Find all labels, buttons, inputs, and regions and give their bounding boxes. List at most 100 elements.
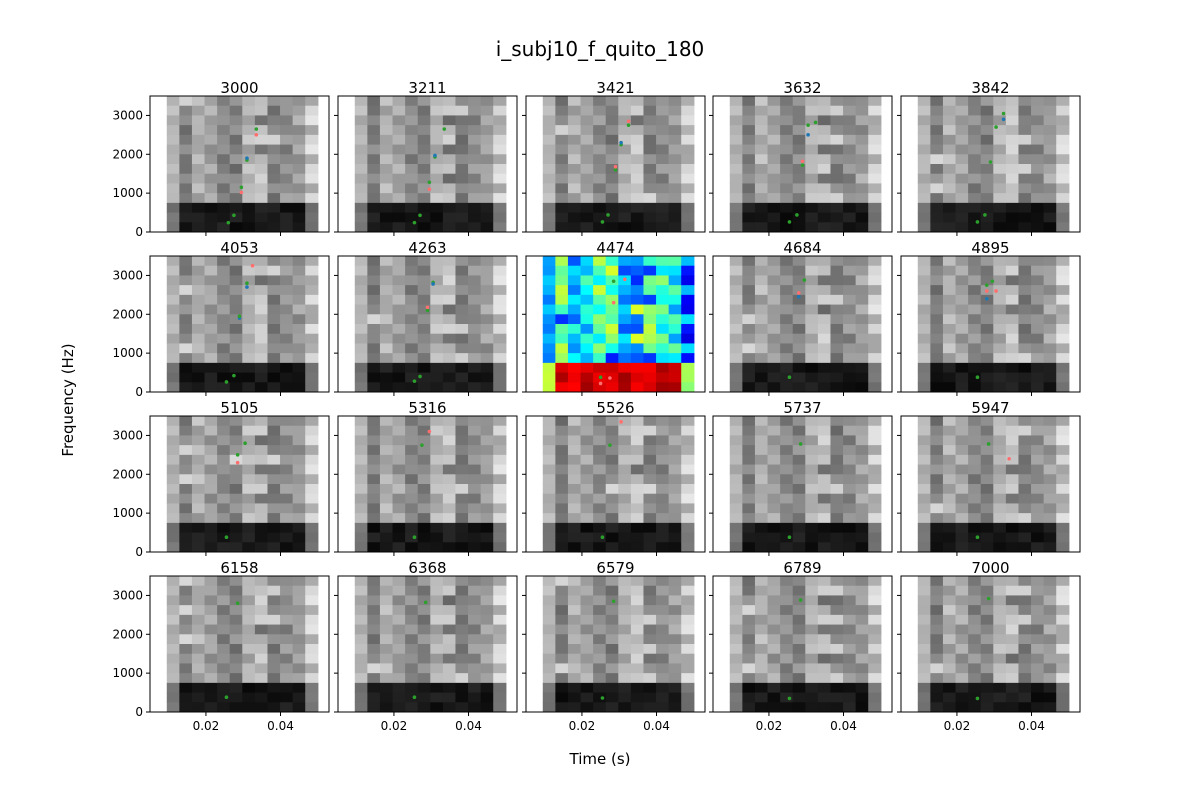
- heatmap-cell: [242, 576, 256, 587]
- heatmap-cell: [868, 702, 882, 712]
- heatmap-cell: [656, 173, 670, 185]
- heatmap-cell: [542, 653, 556, 665]
- heatmap-cell: [305, 125, 319, 136]
- heatmap-cell: [267, 503, 281, 514]
- heatmap-cell: [656, 265, 670, 277]
- heatmap-cell: [1018, 522, 1032, 534]
- heatmap-cell: [204, 663, 218, 674]
- heatmap-cell: [843, 542, 857, 552]
- heatmap-cell: [455, 435, 469, 446]
- heatmap-cell: [955, 416, 969, 427]
- heatmap-cell: [367, 464, 381, 475]
- heatmap-cell: [930, 275, 944, 286]
- heatmap-cell: [555, 115, 569, 126]
- heatmap-cell: [1056, 503, 1070, 514]
- heatmap-cell: [493, 702, 507, 712]
- heatmap-cell: [267, 202, 281, 214]
- heatmap-cell: [593, 585, 607, 597]
- heatmap-cell: [855, 663, 869, 674]
- heatmap-cell: [417, 653, 431, 665]
- heatmap-cell: [493, 314, 507, 325]
- heatmap-cell: [742, 542, 756, 552]
- heatmap-cell: [204, 202, 218, 214]
- heatmap-cell: [754, 144, 769, 155]
- heatmap-cell: [767, 605, 781, 616]
- heatmap-cell: [379, 692, 394, 703]
- heatmap-cell: [742, 193, 756, 204]
- heatmap-cell: [430, 663, 444, 674]
- heatmap-cell: [817, 333, 832, 345]
- heatmap-cell: [742, 692, 756, 703]
- heatmap-cell: [417, 265, 431, 277]
- heatmap-cell: [1031, 275, 1045, 286]
- heatmap-cell: [217, 202, 231, 214]
- heatmap-cell: [742, 144, 756, 155]
- heatmap-cell: [1043, 96, 1057, 107]
- heatmap-cell: [980, 454, 994, 466]
- heatmap-cell: [729, 362, 743, 374]
- y-axis-label: Frequency (Hz): [59, 343, 77, 456]
- heatmap-cell: [643, 362, 657, 374]
- heatmap-cell: [191, 692, 206, 703]
- heatmap-cell: [805, 304, 819, 315]
- heatmap-cell: [493, 222, 507, 232]
- y-tick-label: 0: [135, 385, 143, 399]
- heatmap-cell: [930, 464, 944, 475]
- heatmap-cell: [630, 585, 645, 597]
- heatmap-cell: [930, 634, 944, 645]
- heatmap-cell: [242, 653, 256, 665]
- heatmap-cell: [1031, 435, 1045, 446]
- heatmap-cell: [267, 493, 281, 505]
- heatmap-cell: [855, 105, 869, 117]
- heatmap-cell: [542, 425, 556, 437]
- heatmap-cell: [605, 513, 619, 524]
- heatmap-cell: [166, 125, 180, 136]
- heatmap-cell: [367, 454, 381, 466]
- heatmap-cell: [417, 445, 431, 456]
- heatmap-cell: [204, 265, 218, 277]
- heatmap-cell: [855, 304, 869, 315]
- heatmap-cell: [392, 624, 406, 635]
- heatmap-cell: [379, 125, 394, 136]
- heatmap-cell: [993, 634, 1007, 645]
- heatmap-cell: [1005, 644, 1020, 655]
- heatmap-cell: [681, 503, 695, 514]
- heatmap-cell: [1031, 595, 1045, 606]
- heatmap-cell: [580, 576, 594, 587]
- heatmap-cell: [618, 644, 632, 655]
- heatmap-cell: [242, 164, 256, 175]
- heatmap-cell: [855, 256, 869, 267]
- formant-point: [813, 120, 818, 125]
- heatmap-cell: [955, 464, 969, 475]
- heatmap-cell: [567, 435, 582, 446]
- heatmap-cell: [593, 474, 607, 485]
- heatmap-cell: [830, 445, 844, 456]
- heatmap-cell: [917, 474, 931, 485]
- heatmap-cell: [742, 513, 756, 524]
- heatmap-cell: [1031, 474, 1045, 485]
- heatmap-cell: [855, 372, 869, 383]
- heatmap-cell: [493, 164, 507, 175]
- heatmap-cell: [980, 343, 994, 354]
- heatmap-cell: [354, 314, 368, 325]
- heatmap-cell: [267, 353, 281, 364]
- heatmap-cell: [229, 416, 243, 427]
- heatmap-cell: [656, 425, 670, 437]
- heatmap-cell: [430, 173, 444, 185]
- heatmap-cell: [968, 454, 982, 466]
- heatmap-cell: [480, 653, 494, 665]
- panel-frame: [712, 415, 893, 553]
- heatmap-cell: [605, 202, 619, 214]
- heatmap-cell: [292, 576, 306, 587]
- heatmap-cell: [780, 193, 794, 204]
- heatmap-cell: [217, 542, 231, 552]
- heatmap-cell: [567, 484, 582, 495]
- heatmap-cell: [868, 362, 882, 374]
- heatmap-cell: [780, 154, 794, 165]
- heatmap-cell: [580, 96, 594, 107]
- heatmap-cell: [830, 285, 844, 296]
- heatmap-cell: [166, 173, 180, 185]
- heatmap-cell: [166, 382, 180, 392]
- heatmap-cell: [1056, 144, 1070, 155]
- heatmap-cell: [742, 212, 756, 223]
